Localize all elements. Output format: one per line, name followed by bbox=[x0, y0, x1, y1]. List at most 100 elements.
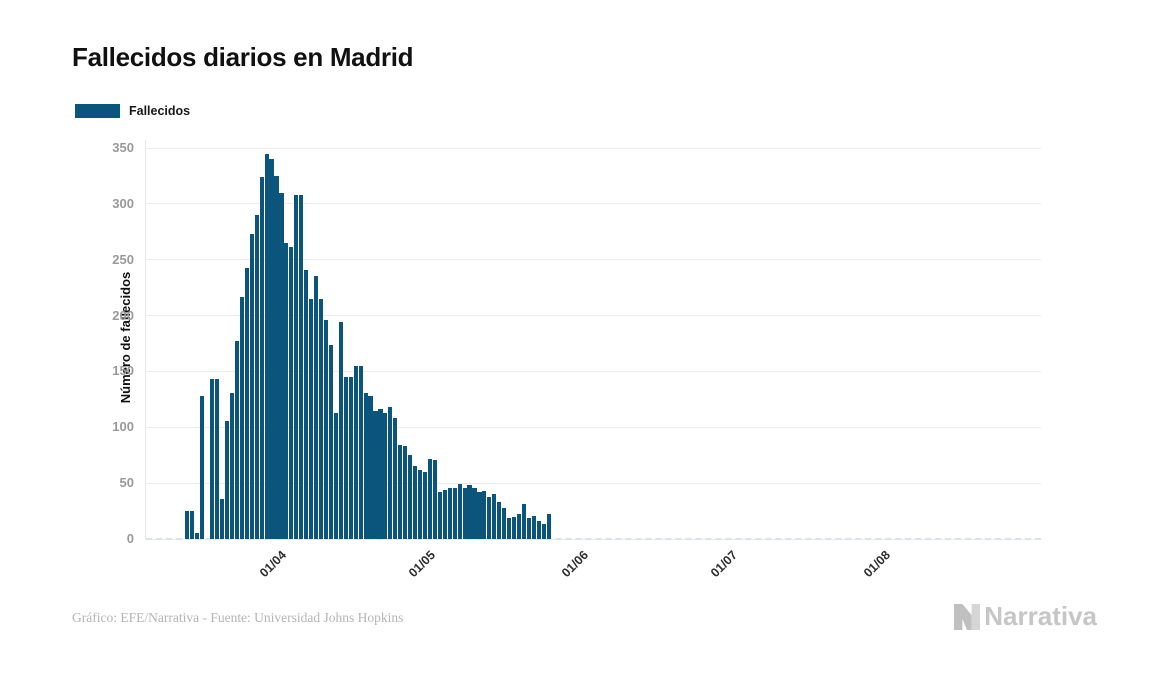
page-title: Fallecidos diarios en Madrid bbox=[72, 42, 414, 72]
bar-21-05[interactable] bbox=[526, 517, 532, 539]
bar-19-04[interactable] bbox=[368, 396, 373, 539]
bar-22-03[interactable] bbox=[229, 392, 235, 539]
y-axis-title: Número de fallecidos bbox=[118, 271, 134, 404]
bar-04-05[interactable] bbox=[442, 489, 447, 539]
bar-30-04[interactable] bbox=[422, 471, 428, 539]
bar-07-04[interactable] bbox=[309, 298, 314, 539]
bar-18-05[interactable] bbox=[512, 516, 517, 539]
bar-16-03[interactable] bbox=[200, 396, 205, 539]
bar-08-05[interactable] bbox=[462, 487, 467, 539]
bar-15-03[interactable] bbox=[195, 533, 200, 539]
bar-27-03[interactable] bbox=[254, 215, 259, 539]
bar-13-05[interactable] bbox=[487, 496, 492, 539]
gridline-100 bbox=[146, 426, 1041, 428]
bar-22-04[interactable] bbox=[383, 412, 388, 539]
bar-19-05[interactable] bbox=[516, 514, 522, 539]
bar-23-05[interactable] bbox=[536, 521, 541, 539]
bar-21-03[interactable] bbox=[224, 420, 230, 539]
x-tick-label-01-04: 01/04 bbox=[257, 547, 290, 581]
bar-09-04[interactable] bbox=[318, 298, 324, 539]
bar-10-05[interactable] bbox=[472, 487, 477, 539]
y-tick-label-250: 250 bbox=[112, 251, 134, 267]
bar-14-05[interactable] bbox=[492, 494, 497, 539]
bar-02-05[interactable] bbox=[432, 459, 437, 539]
bar-17-05[interactable] bbox=[507, 517, 512, 539]
gridline-300 bbox=[146, 203, 1041, 205]
y-tick-label-50: 50 bbox=[119, 475, 134, 491]
bar-16-05[interactable] bbox=[502, 507, 507, 539]
x-tick-label-01-07: 01/07 bbox=[707, 547, 740, 581]
brand-name: Narrativa bbox=[984, 601, 1097, 631]
bar-20-04[interactable] bbox=[373, 410, 378, 539]
bar-23-04[interactable] bbox=[388, 407, 393, 539]
bar-29-04[interactable] bbox=[417, 469, 423, 539]
bar-02-04[interactable] bbox=[284, 242, 289, 539]
bar-20-05[interactable] bbox=[521, 504, 527, 539]
bar-20-03[interactable] bbox=[219, 498, 225, 539]
bar-25-05[interactable] bbox=[546, 514, 551, 539]
bar-19-03[interactable] bbox=[215, 379, 220, 539]
bar-25-03[interactable] bbox=[244, 267, 249, 539]
x-tick-label-01-05: 01/05 bbox=[405, 547, 438, 581]
bar-01-05[interactable] bbox=[427, 458, 433, 539]
bar-16-04[interactable] bbox=[353, 365, 358, 539]
bar-30-03[interactable] bbox=[269, 159, 274, 539]
legend-swatch bbox=[75, 104, 120, 118]
bar-18-03[interactable] bbox=[210, 379, 215, 539]
bar-12-04[interactable] bbox=[333, 412, 338, 539]
bar-27-04[interactable] bbox=[408, 455, 413, 539]
narrativa-logo: Narrativa bbox=[954, 601, 1097, 632]
bar-04-04[interactable] bbox=[294, 194, 299, 539]
bar-08-04[interactable] bbox=[314, 276, 319, 539]
bar-26-03[interactable] bbox=[249, 234, 254, 539]
source-credit: Gráfico: EFE/Narrativa - Fuente: Univers… bbox=[72, 610, 404, 625]
bar-13-03[interactable] bbox=[185, 511, 190, 539]
x-tick-label-01-06: 01/06 bbox=[559, 547, 592, 581]
gridline-250 bbox=[146, 259, 1041, 261]
bar-24-03[interactable] bbox=[239, 296, 244, 539]
zero-baseline-dashed bbox=[146, 538, 1041, 540]
y-tick-label-100: 100 bbox=[112, 419, 134, 435]
bar-22-05[interactable] bbox=[531, 515, 536, 539]
bar-05-04[interactable] bbox=[299, 194, 304, 539]
bar-05-05[interactable] bbox=[447, 487, 452, 539]
bar-29-03[interactable] bbox=[264, 153, 269, 539]
bar-01-04[interactable] bbox=[279, 192, 284, 539]
bar-03-04[interactable] bbox=[289, 247, 294, 539]
bar-07-05[interactable] bbox=[457, 484, 462, 539]
bar-21-04[interactable] bbox=[378, 409, 383, 539]
gridline-350 bbox=[146, 147, 1041, 149]
bar-12-05[interactable] bbox=[482, 490, 487, 539]
bar-23-03[interactable] bbox=[234, 341, 239, 539]
bar-14-04[interactable] bbox=[343, 377, 348, 539]
bar-15-05[interactable] bbox=[497, 502, 502, 539]
y-axis-line bbox=[145, 140, 146, 539]
bar-11-05[interactable] bbox=[477, 492, 482, 539]
gridline-50 bbox=[146, 482, 1041, 484]
bar-17-04[interactable] bbox=[358, 365, 363, 539]
bar-28-03[interactable] bbox=[259, 177, 264, 539]
y-tick-label-350: 350 bbox=[112, 140, 134, 155]
bar-13-04[interactable] bbox=[338, 322, 343, 539]
y-tick-label-150: 150 bbox=[112, 363, 134, 379]
bar-06-04[interactable] bbox=[304, 269, 309, 539]
bar-25-04[interactable] bbox=[398, 445, 403, 539]
bar-10-04[interactable] bbox=[323, 320, 329, 539]
bar-06-05[interactable] bbox=[452, 487, 457, 539]
bar-31-03[interactable] bbox=[274, 175, 279, 539]
bar-26-04[interactable] bbox=[403, 446, 408, 539]
bar-03-05[interactable] bbox=[437, 492, 442, 539]
bar-24-05[interactable] bbox=[541, 524, 546, 539]
bar-14-03[interactable] bbox=[190, 511, 195, 539]
bar-24-04[interactable] bbox=[393, 418, 398, 539]
x-tick-label-01-08: 01/08 bbox=[861, 547, 894, 581]
bar-18-04[interactable] bbox=[363, 392, 368, 539]
bar-15-04[interactable] bbox=[348, 377, 353, 539]
legend-item-fallecidos[interactable]: Fallecidos bbox=[75, 104, 190, 118]
bar-11-04[interactable] bbox=[328, 344, 334, 539]
y-tick-label-200: 200 bbox=[112, 307, 134, 323]
gridline-150 bbox=[146, 370, 1041, 372]
bar-28-04[interactable] bbox=[413, 466, 418, 539]
bar-09-05[interactable] bbox=[467, 485, 472, 539]
